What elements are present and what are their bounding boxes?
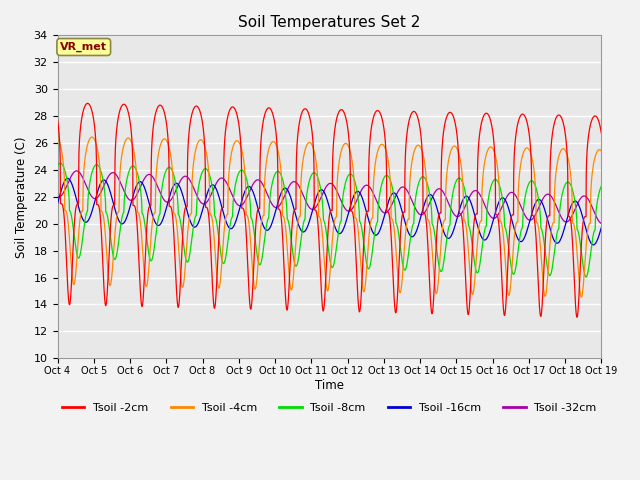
Text: VR_met: VR_met [60,42,108,52]
Y-axis label: Soil Temperature (C): Soil Temperature (C) [15,136,28,258]
Title: Soil Temperatures Set 2: Soil Temperatures Set 2 [238,15,420,30]
X-axis label: Time: Time [315,379,344,392]
Legend: Tsoil -2cm, Tsoil -4cm, Tsoil -8cm, Tsoil -16cm, Tsoil -32cm: Tsoil -2cm, Tsoil -4cm, Tsoil -8cm, Tsoi… [58,398,601,417]
